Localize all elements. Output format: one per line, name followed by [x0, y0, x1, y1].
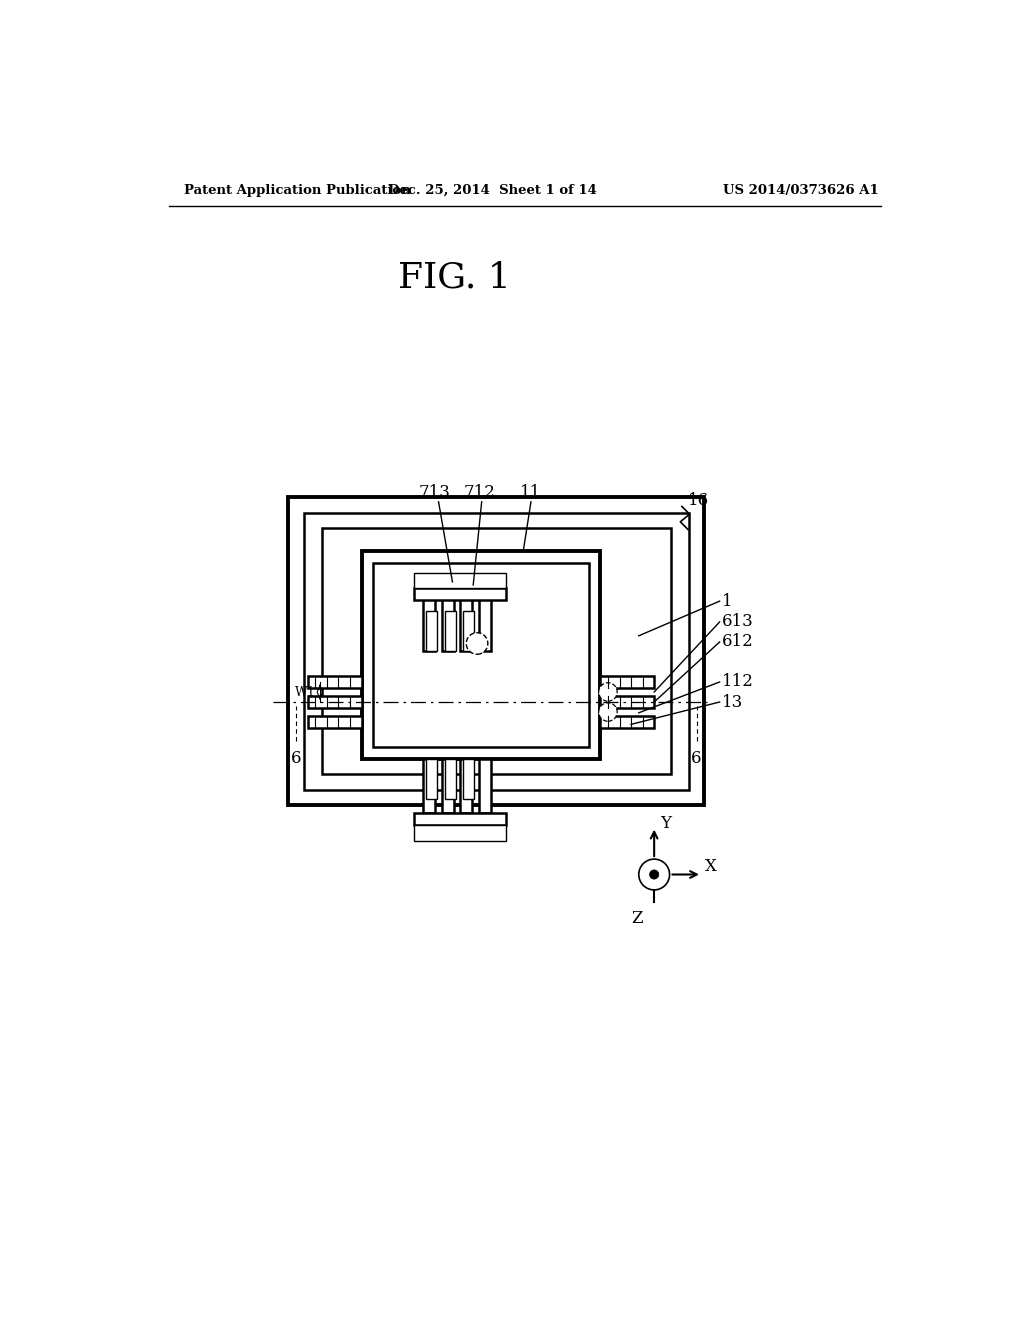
Text: Patent Application Publication: Patent Application Publication	[184, 185, 412, 197]
Bar	[444, 759, 456, 799]
Text: 13: 13	[722, 693, 743, 710]
Bar	[426, 611, 437, 651]
Bar	[426, 759, 437, 799]
Text: 712: 712	[464, 484, 496, 502]
Bar	[307, 715, 361, 729]
Text: 16: 16	[688, 492, 710, 508]
Bar	[414, 813, 506, 825]
Bar	[600, 715, 654, 729]
Circle shape	[466, 632, 487, 655]
Bar	[460, 597, 472, 651]
Text: 112: 112	[722, 673, 754, 690]
Text: 6: 6	[291, 750, 301, 767]
Circle shape	[599, 702, 617, 721]
Bar	[414, 573, 506, 589]
Bar	[478, 759, 490, 813]
Bar	[478, 597, 490, 651]
Text: FIG. 1: FIG. 1	[397, 261, 510, 294]
Circle shape	[599, 682, 617, 701]
Bar	[463, 611, 474, 651]
Text: Y: Y	[660, 816, 672, 832]
Text: US 2014/0373626 A1: US 2014/0373626 A1	[723, 185, 879, 197]
Bar	[373, 562, 589, 747]
Text: 6: 6	[691, 750, 701, 767]
Bar	[414, 589, 506, 601]
Bar	[441, 759, 454, 813]
Text: X: X	[705, 858, 717, 875]
Bar	[600, 696, 654, 708]
Bar	[361, 552, 600, 759]
Text: 613: 613	[722, 614, 754, 631]
Bar	[463, 759, 474, 799]
Bar	[289, 498, 705, 805]
Bar	[600, 676, 654, 688]
Bar	[304, 512, 689, 789]
Text: Z: Z	[632, 909, 643, 927]
Text: 11: 11	[520, 484, 542, 502]
Text: 1: 1	[722, 593, 732, 610]
Circle shape	[639, 859, 670, 890]
Bar	[307, 676, 361, 688]
Bar	[423, 597, 435, 651]
Text: Dec. 25, 2014  Sheet 1 of 14: Dec. 25, 2014 Sheet 1 of 14	[388, 185, 597, 197]
Bar	[414, 825, 506, 841]
Bar	[322, 528, 671, 775]
Bar	[444, 611, 456, 651]
Text: 612: 612	[722, 634, 754, 651]
Text: W1: W1	[295, 685, 315, 698]
Circle shape	[649, 870, 658, 879]
Text: 713: 713	[419, 484, 451, 502]
Bar	[460, 759, 472, 813]
Bar	[307, 696, 361, 708]
Bar	[423, 759, 435, 813]
Bar	[441, 597, 454, 651]
